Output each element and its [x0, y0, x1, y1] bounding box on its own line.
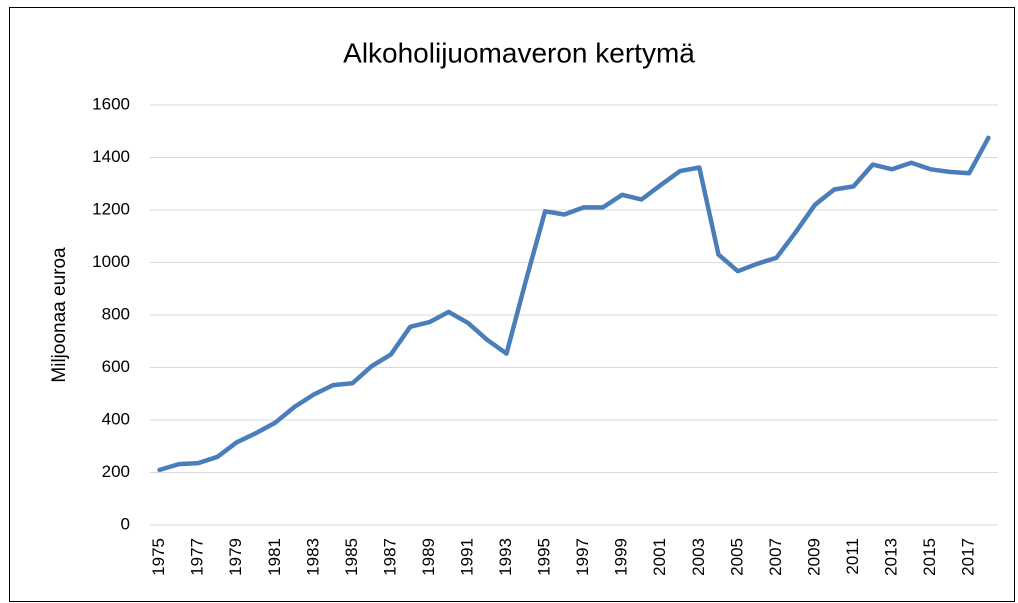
x-tick-label: 2005: [727, 538, 746, 576]
y-tick-label: 400: [102, 409, 130, 428]
y-tick-label: 600: [102, 357, 130, 376]
chart-title: Alkoholijuomaveron kertymä: [343, 37, 695, 68]
y-tick-label: 200: [102, 462, 130, 481]
chart-border: [9, 7, 1015, 602]
x-tick-label: 1995: [535, 538, 554, 576]
x-tick-label: 2013: [881, 538, 900, 576]
y-tick-label: 1600: [92, 94, 130, 113]
x-tick-label: 2015: [920, 538, 939, 576]
x-tick-label: 1985: [342, 538, 361, 576]
x-tick-label: 2011: [843, 538, 862, 575]
x-tick-label: 1981: [265, 538, 284, 576]
x-tick-label: 1993: [496, 538, 515, 576]
y-tick-label: 1200: [92, 199, 130, 218]
y-tick-label: 0: [121, 514, 130, 533]
x-tick-label: 2017: [959, 538, 978, 576]
x-tick-label: 1999: [612, 538, 631, 576]
y-tick-label: 800: [102, 304, 130, 323]
y-tick-label: 1000: [92, 252, 130, 271]
x-tick-label: 2001: [650, 538, 669, 576]
y-axis-label: Miljoonaa euroa: [49, 247, 70, 383]
y-tick-label: 1400: [92, 147, 130, 166]
x-tick-label: 1983: [303, 538, 322, 576]
x-tick-label: 1987: [380, 538, 399, 576]
x-tick-label: 1991: [457, 538, 476, 576]
x-tick-label: 1975: [149, 538, 168, 576]
x-tick-label: 2003: [689, 538, 708, 576]
x-tick-label: 1997: [573, 538, 592, 576]
x-tick-label: 1977: [188, 538, 207, 576]
x-tick-label: 2009: [804, 538, 823, 576]
data-line: [157, 135, 991, 473]
x-tick-label: 1989: [419, 538, 438, 576]
x-tick-label: 2007: [766, 538, 785, 576]
x-tick-label: 1979: [226, 538, 245, 576]
